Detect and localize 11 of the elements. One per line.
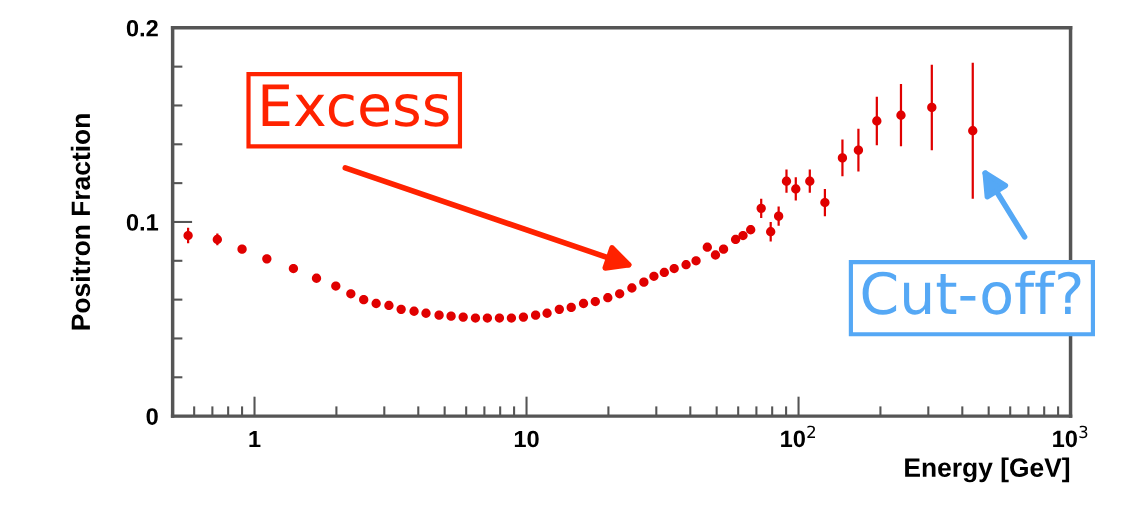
y-tick-label: 0 [146,408,158,425]
x-tick-label: 10$^{2}$ [781,425,815,448]
x-tick-label: 1 [249,430,261,448]
annotation: Excess [262,84,449,127]
annotation: Cut-off? [862,270,1081,315]
y-tick-label: 0.2 [126,19,158,37]
x-axis-title: Energy [GeV] [905,457,1070,483]
x-tick-label: 10 [514,430,539,448]
x-tick-label: 10$^{3}$ [1053,425,1088,448]
y-axis-title: Positron Fraction [70,114,91,330]
y-tick-label: 0.1 [126,214,159,231]
